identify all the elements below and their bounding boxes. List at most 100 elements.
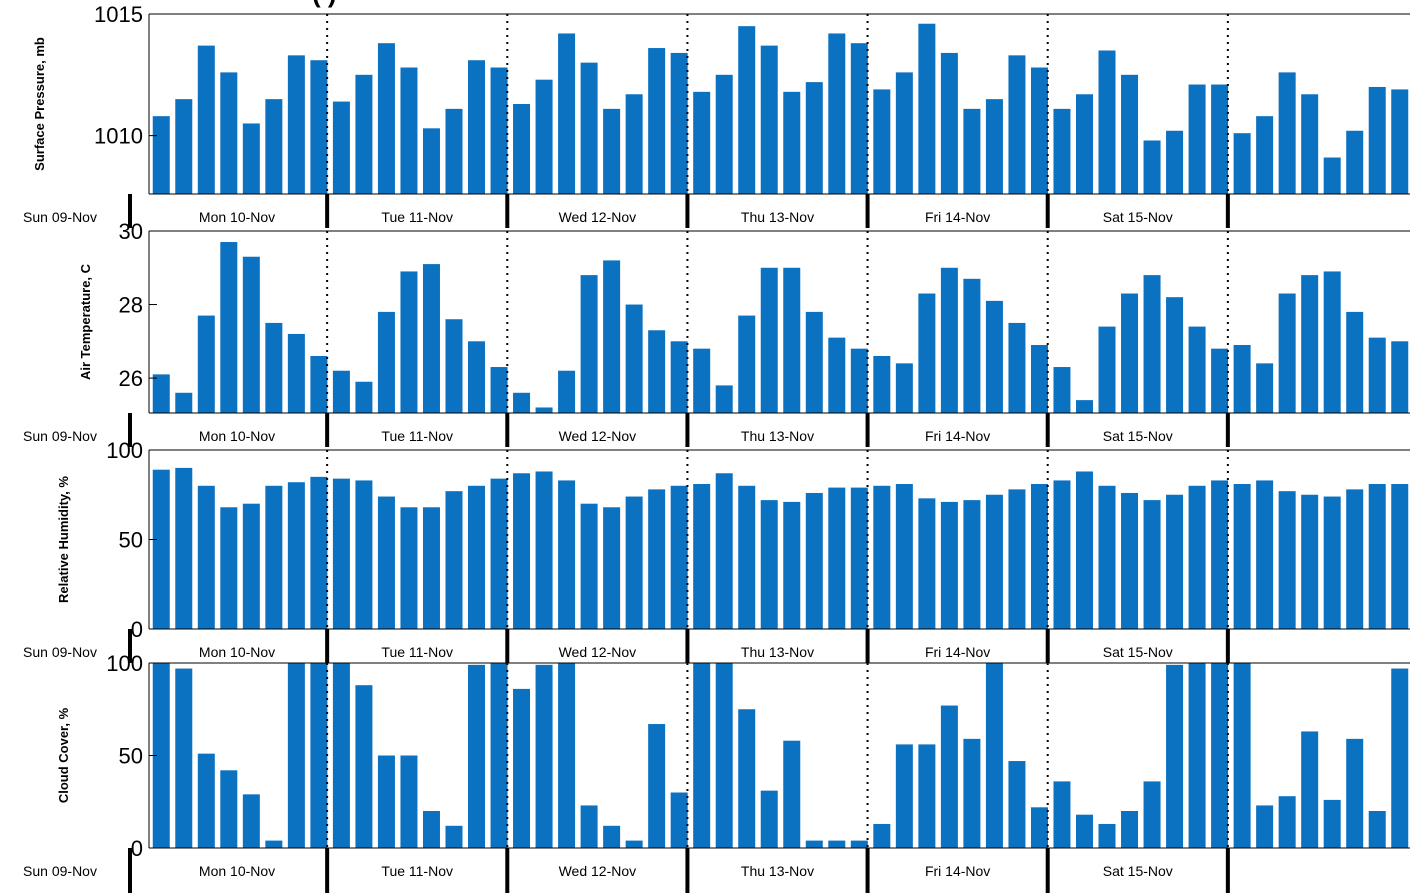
bar bbox=[332, 370, 350, 413]
bar bbox=[310, 60, 328, 194]
bar bbox=[1008, 322, 1026, 413]
bar bbox=[1368, 484, 1386, 629]
bar bbox=[535, 407, 553, 413]
bar bbox=[693, 484, 711, 629]
bar bbox=[963, 500, 981, 629]
bar bbox=[985, 663, 1003, 848]
bar bbox=[985, 99, 1003, 194]
bar bbox=[152, 663, 170, 848]
bar bbox=[535, 664, 553, 848]
bar bbox=[985, 300, 1003, 413]
day-label: Sun 09-Nov bbox=[23, 209, 97, 225]
day-label: Tue 11-Nov bbox=[381, 863, 453, 879]
bar bbox=[985, 494, 1003, 629]
y-tick-label: 28 bbox=[119, 293, 143, 318]
bar bbox=[400, 507, 418, 629]
y-tick-label: 0 bbox=[131, 836, 143, 861]
bar bbox=[603, 260, 621, 413]
bar bbox=[1323, 799, 1341, 848]
bar bbox=[152, 374, 170, 413]
bar bbox=[873, 823, 891, 848]
y-tick-label: 50 bbox=[119, 528, 143, 553]
bar bbox=[152, 116, 170, 194]
bar bbox=[895, 484, 913, 629]
bar bbox=[197, 753, 215, 848]
bar bbox=[1278, 293, 1296, 413]
bar bbox=[535, 79, 553, 194]
day-label: Wed 12-Nov bbox=[559, 209, 637, 225]
bar bbox=[918, 23, 936, 195]
bar bbox=[558, 33, 576, 195]
bar bbox=[400, 271, 418, 413]
bar bbox=[377, 755, 395, 848]
day-label: Thu 13-Nov bbox=[741, 863, 814, 879]
bar bbox=[490, 478, 508, 629]
day-label: Thu 13-Nov bbox=[741, 428, 814, 444]
bar bbox=[1278, 796, 1296, 848]
bar bbox=[648, 724, 666, 848]
bar bbox=[377, 311, 395, 413]
bar bbox=[445, 491, 463, 629]
bar bbox=[1053, 781, 1071, 848]
bar bbox=[625, 304, 643, 413]
day-label: Thu 13-Nov bbox=[741, 644, 814, 660]
bar bbox=[513, 392, 531, 413]
bar bbox=[265, 485, 283, 629]
bar bbox=[220, 770, 238, 848]
bar bbox=[377, 496, 395, 629]
bar bbox=[175, 392, 193, 413]
bar bbox=[422, 811, 440, 848]
bar bbox=[1301, 494, 1319, 629]
bar bbox=[760, 267, 778, 413]
bar bbox=[1143, 500, 1161, 629]
bar bbox=[715, 74, 733, 194]
bar bbox=[558, 480, 576, 629]
bar bbox=[918, 293, 936, 413]
bar bbox=[1256, 363, 1274, 413]
y-tick-label: 1010 bbox=[94, 124, 143, 149]
bar bbox=[310, 356, 328, 413]
bar bbox=[850, 348, 868, 413]
day-label: Mon 10-Nov bbox=[199, 209, 275, 225]
bar bbox=[873, 356, 891, 413]
bar bbox=[445, 825, 463, 848]
y-axis-label: Cloud Cover, % bbox=[56, 707, 71, 803]
bar bbox=[1121, 74, 1139, 194]
bar bbox=[783, 740, 801, 848]
bar bbox=[1121, 492, 1139, 629]
day-label: Sun 09-Nov bbox=[23, 644, 97, 660]
bar bbox=[1053, 367, 1071, 413]
bar bbox=[242, 503, 260, 629]
bar bbox=[783, 501, 801, 629]
day-label: Wed 12-Nov bbox=[559, 428, 637, 444]
day-label: Wed 12-Nov bbox=[559, 863, 637, 879]
bar bbox=[670, 485, 688, 629]
bar bbox=[445, 108, 463, 194]
day-label: Sat 15-Nov bbox=[1103, 428, 1173, 444]
bar bbox=[1075, 94, 1093, 194]
bar bbox=[1346, 489, 1364, 629]
bar bbox=[1323, 496, 1341, 629]
bar bbox=[625, 840, 643, 848]
bar bbox=[963, 278, 981, 413]
bar bbox=[445, 319, 463, 413]
day-label: Tue 11-Nov bbox=[381, 209, 453, 225]
day-label: Sat 15-Nov bbox=[1103, 209, 1173, 225]
bar bbox=[242, 794, 260, 848]
bar bbox=[760, 45, 778, 195]
day-label: Fri 14-Nov bbox=[925, 428, 990, 444]
bar bbox=[355, 685, 373, 848]
bar bbox=[1008, 55, 1026, 194]
bar bbox=[693, 348, 711, 413]
bar bbox=[175, 99, 193, 194]
bar bbox=[1368, 811, 1386, 848]
bar bbox=[1030, 67, 1048, 194]
day-label: Fri 14-Nov bbox=[925, 644, 990, 660]
bar bbox=[1098, 823, 1116, 848]
bar bbox=[468, 485, 486, 629]
bar bbox=[850, 487, 868, 629]
bar bbox=[1188, 84, 1206, 194]
bar bbox=[1323, 271, 1341, 413]
bar bbox=[513, 688, 531, 848]
